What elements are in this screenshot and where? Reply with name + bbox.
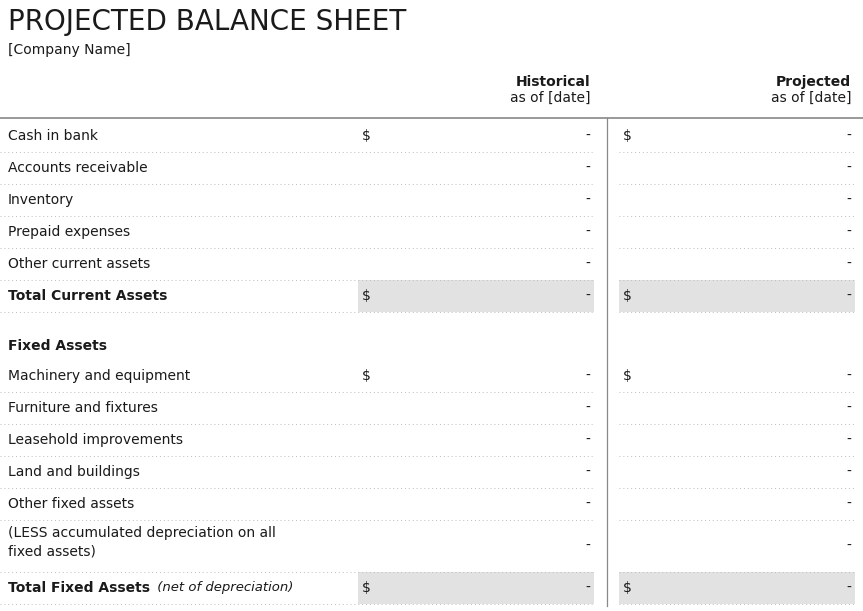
Text: Prepaid expenses: Prepaid expenses: [8, 225, 130, 239]
Text: [Company Name]: [Company Name]: [8, 43, 130, 57]
Text: Accounts receivable: Accounts receivable: [8, 161, 148, 175]
Text: Total Current Assets: Total Current Assets: [8, 289, 167, 303]
Text: $: $: [362, 369, 371, 383]
Text: $: $: [623, 369, 632, 383]
Text: -: -: [846, 539, 851, 553]
Text: -: -: [846, 225, 851, 239]
Text: Fixed Assets: Fixed Assets: [8, 339, 107, 353]
Text: Land and buildings: Land and buildings: [8, 465, 140, 479]
Text: -: -: [585, 225, 590, 239]
Text: -: -: [585, 129, 590, 143]
Bar: [619, 280, 855, 312]
Text: Projected: Projected: [776, 75, 851, 89]
Bar: [619, 572, 855, 604]
Text: Other fixed assets: Other fixed assets: [8, 497, 135, 511]
Bar: [358, 280, 594, 312]
Text: -: -: [846, 581, 851, 595]
Text: -: -: [585, 539, 590, 553]
Text: $: $: [362, 581, 371, 595]
Text: -: -: [585, 465, 590, 479]
Text: $: $: [623, 581, 632, 595]
Text: Cash in bank: Cash in bank: [8, 129, 98, 143]
Text: PROJECTED BALANCE SHEET: PROJECTED BALANCE SHEET: [8, 8, 406, 36]
Text: $: $: [362, 289, 371, 303]
Text: -: -: [846, 433, 851, 447]
Text: -: -: [585, 433, 590, 447]
Text: $: $: [362, 129, 371, 143]
Text: (LESS accumulated depreciation on all
fixed assets): (LESS accumulated depreciation on all fi…: [8, 526, 276, 558]
Bar: [358, 572, 594, 604]
Text: -: -: [585, 289, 590, 303]
Text: -: -: [846, 193, 851, 207]
Text: Total Fixed Assets: Total Fixed Assets: [8, 581, 150, 595]
Text: Machinery and equipment: Machinery and equipment: [8, 369, 190, 383]
Text: -: -: [585, 161, 590, 175]
Text: -: -: [846, 497, 851, 511]
Text: as of [date]: as of [date]: [509, 91, 590, 105]
Text: $: $: [623, 289, 632, 303]
Text: -: -: [585, 401, 590, 415]
Text: -: -: [846, 257, 851, 271]
Text: -: -: [846, 129, 851, 143]
Text: -: -: [585, 193, 590, 207]
Text: -: -: [846, 369, 851, 383]
Text: Leasehold improvements: Leasehold improvements: [8, 433, 183, 447]
Text: Inventory: Inventory: [8, 193, 74, 207]
Text: -: -: [846, 401, 851, 415]
Text: -: -: [585, 497, 590, 511]
Text: -: -: [846, 289, 851, 303]
Text: -: -: [846, 465, 851, 479]
Text: Furniture and fixtures: Furniture and fixtures: [8, 401, 158, 415]
Text: -: -: [585, 257, 590, 271]
Text: $: $: [623, 129, 632, 143]
Text: (net of depreciation): (net of depreciation): [153, 582, 293, 595]
Text: -: -: [585, 369, 590, 383]
Text: Historical: Historical: [515, 75, 590, 89]
Text: as of [date]: as of [date]: [771, 91, 851, 105]
Text: -: -: [585, 581, 590, 595]
Text: Other current assets: Other current assets: [8, 257, 150, 271]
Text: -: -: [846, 161, 851, 175]
